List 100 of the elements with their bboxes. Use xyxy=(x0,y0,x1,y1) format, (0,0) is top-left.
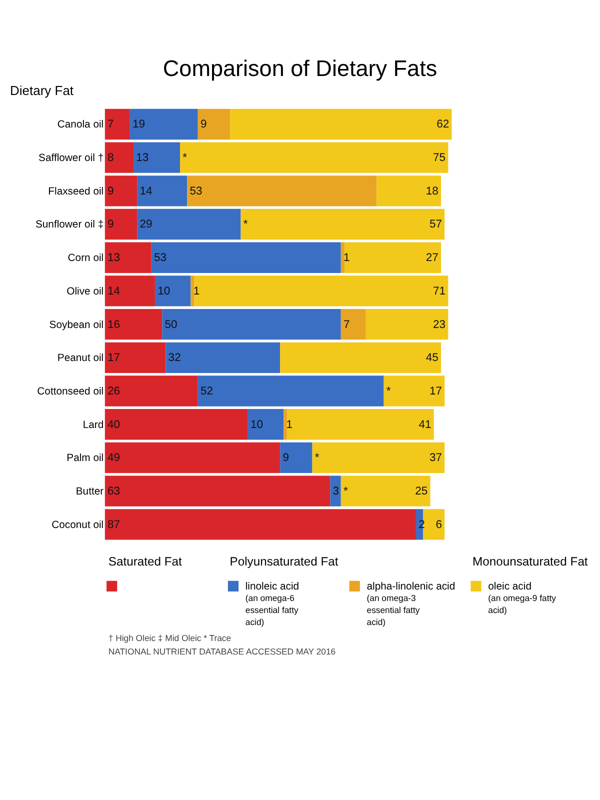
text: * xyxy=(386,385,391,398)
bar xyxy=(312,442,445,474)
bar xyxy=(194,276,448,306)
data-label: 45 xyxy=(426,352,438,364)
data-label: 18 xyxy=(426,185,438,198)
data-label: 9 xyxy=(200,118,207,131)
data-label: 7 xyxy=(108,118,114,131)
bar xyxy=(284,409,288,440)
bar xyxy=(287,409,434,440)
y-tick-label: Olive oil xyxy=(66,286,104,298)
y-tick-label: Butter xyxy=(76,486,104,498)
y-tick-label: Peanut oil xyxy=(57,353,104,364)
bar xyxy=(137,208,241,240)
data-label: 52 xyxy=(200,385,214,398)
data-label: 10 xyxy=(158,285,170,298)
y-tick-label: Coconut oil xyxy=(52,520,104,531)
bar xyxy=(344,242,442,273)
bar xyxy=(104,376,198,406)
bar xyxy=(198,108,230,140)
bar xyxy=(162,308,341,340)
bar xyxy=(190,276,194,306)
legend-label: oleic acid (an omega-9 fatty acid) xyxy=(488,582,557,616)
bar xyxy=(340,242,344,273)
data-label: 41 xyxy=(418,418,432,431)
data-label: 26 xyxy=(108,385,120,398)
bar xyxy=(166,342,280,374)
bar xyxy=(104,308,162,340)
bar xyxy=(130,108,198,140)
data-label: 14 xyxy=(108,285,120,298)
y-tick-label: Corn oil xyxy=(68,253,104,264)
bar xyxy=(104,108,130,140)
bar xyxy=(104,208,138,240)
data-label: 10 xyxy=(250,418,264,431)
text: Monounsaturated Fat xyxy=(472,554,588,568)
bar xyxy=(104,509,416,540)
y-tick-label: Soybean oil xyxy=(49,320,104,331)
y-tick-label: Flaxseed oil xyxy=(48,186,104,198)
bar xyxy=(104,242,152,273)
y-tick-label: Cottonseed oil xyxy=(37,386,104,398)
text: Saturated Fat xyxy=(108,554,182,568)
chart-title: Comparison of Dietary Fats xyxy=(162,56,438,81)
data-label: 1 xyxy=(343,252,350,264)
data-label: 29 xyxy=(140,218,152,231)
bar xyxy=(104,276,155,306)
bar xyxy=(384,376,445,406)
data-label: 75 xyxy=(433,152,446,164)
bar xyxy=(366,308,448,340)
bar xyxy=(330,476,341,506)
data-label: 53 xyxy=(154,252,167,264)
bar xyxy=(104,409,248,440)
bar xyxy=(104,142,134,173)
data-label: 53 xyxy=(190,185,202,198)
y-tick-label: Canola oil xyxy=(57,120,104,131)
bar xyxy=(230,108,452,140)
y-tick-label: Safflower oil † xyxy=(38,153,104,164)
bar xyxy=(280,442,312,474)
text: * xyxy=(243,218,248,231)
y-axis-title: Dietary Fat xyxy=(10,82,74,98)
data-label: 62 xyxy=(436,118,450,131)
bar xyxy=(376,176,442,206)
data-label: 87 xyxy=(108,518,120,531)
data-label: 17 xyxy=(429,385,442,398)
data-label: 3 xyxy=(332,486,340,498)
bar xyxy=(423,509,445,540)
data-label: 19 xyxy=(132,118,146,131)
bar xyxy=(280,342,442,374)
data-label: 7 xyxy=(343,318,350,331)
data-label: 9 xyxy=(108,185,114,198)
text: Polyunsaturated Fat xyxy=(230,554,339,568)
data-label: 17 xyxy=(108,352,120,364)
data-label: 27 xyxy=(426,252,438,264)
bar xyxy=(198,376,384,406)
text: * xyxy=(343,486,348,498)
bar xyxy=(104,476,330,506)
data-label: 40 xyxy=(108,418,120,431)
bar xyxy=(180,142,448,173)
data-label: 71 xyxy=(433,285,446,298)
bar xyxy=(240,208,445,240)
bar xyxy=(340,308,366,340)
bar xyxy=(340,476,430,506)
data-label: 57 xyxy=(429,218,442,231)
data-label: 1 xyxy=(286,418,293,431)
data-label: 9 xyxy=(108,218,114,231)
bar xyxy=(154,276,191,306)
data-label: 49 xyxy=(108,452,120,464)
legend-label: linoleic acid (an omega-6 essential fatty acid) xyxy=(245,582,300,628)
bar xyxy=(248,409,284,440)
data-label: 13 xyxy=(136,152,149,164)
data-label: 23 xyxy=(433,318,446,331)
bar xyxy=(104,442,280,474)
data-label: 6 xyxy=(436,518,442,531)
data-label: 9 xyxy=(282,452,289,464)
text: * xyxy=(314,452,320,464)
data-label: 25 xyxy=(415,486,428,498)
data-label: 37 xyxy=(429,452,442,464)
data-label: 50 xyxy=(164,318,178,331)
legend-label: alpha-linolenic acid (an omega-3 essential fatty acid) xyxy=(366,582,456,628)
text: † High Oleic ‡ Mid Oleic * Trace xyxy=(108,632,232,643)
data-label: 1 xyxy=(193,285,200,298)
bar xyxy=(104,176,138,206)
